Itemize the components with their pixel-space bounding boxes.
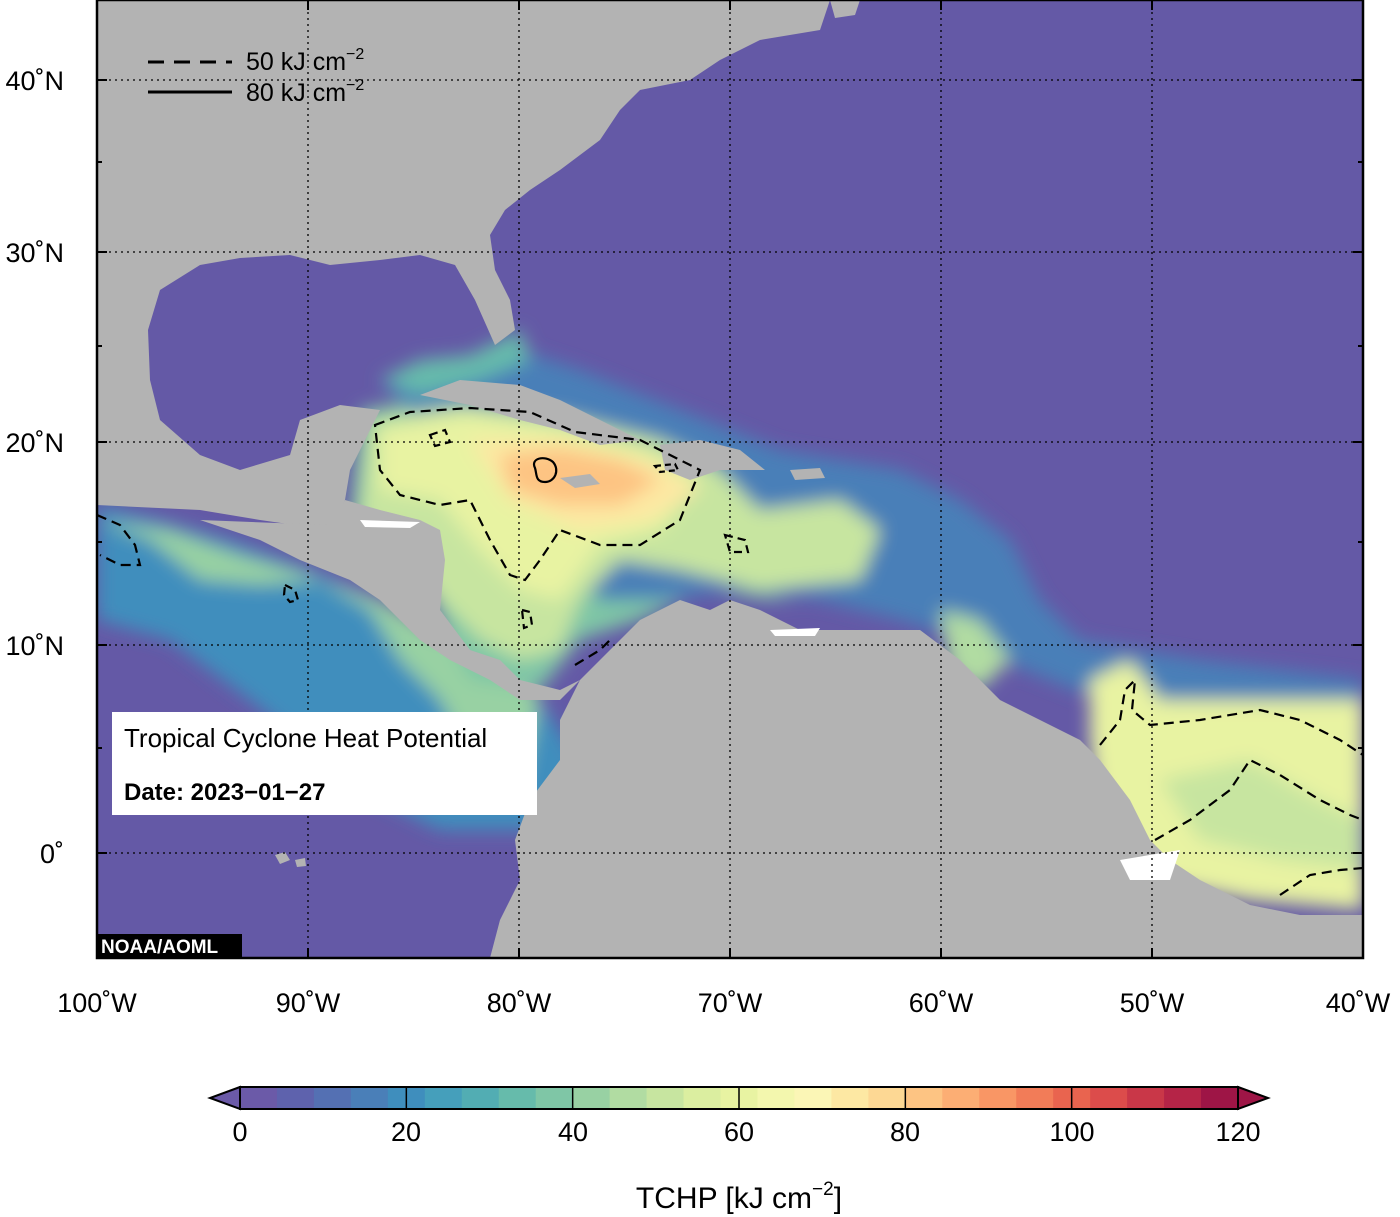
legend-dashed-label: 50 kJ cm−2	[246, 46, 364, 76]
credit-text: NOAA/AOML	[101, 937, 219, 958]
colorbar-swatch	[609, 1087, 648, 1109]
colorbar-swatch	[1201, 1087, 1239, 1109]
colorbar-tick: 20	[391, 1117, 421, 1147]
colorbar-swatch	[683, 1087, 722, 1109]
colorbar-swatch	[313, 1087, 352, 1109]
colorbar-swatch	[1016, 1087, 1054, 1109]
lat-label: 30˚N	[5, 238, 64, 268]
colorbar-tick-labels: 0 20 40 60 80 100 120	[232, 1117, 1260, 1147]
colorbar-swatch	[572, 1087, 611, 1109]
map-area	[97, 0, 1363, 958]
info-box-background	[112, 712, 537, 815]
latitude-labels: 40˚N 30˚N 20˚N 10˚N 0˚	[5, 66, 64, 869]
colorbar-swatch	[646, 1087, 685, 1109]
colorbar-swatches	[239, 1087, 1239, 1109]
credit-badge: NOAA/AOML	[97, 934, 242, 958]
contour-50-islet-1	[282, 583, 300, 604]
colorbar-tick: 60	[724, 1117, 754, 1147]
colorbar-high-arrow	[1237, 1085, 1271, 1111]
colorbar-swatch	[1127, 1087, 1165, 1109]
colorbar-swatch	[757, 1087, 796, 1109]
legend-solid-label: 80 kJ cm−2	[246, 77, 364, 107]
lon-label: 60˚W	[909, 988, 974, 1018]
contour-50-venezuela	[574, 639, 611, 666]
lat-label: 40˚N	[5, 66, 64, 96]
lon-label: 40˚W	[1326, 988, 1391, 1018]
lon-label: 50˚W	[1120, 988, 1185, 1018]
contour-50-islet-4	[428, 428, 452, 448]
info-box: Tropical Cyclone Heat Potential Date: 20…	[112, 712, 537, 815]
contour-80-b	[652, 462, 680, 474]
colorbar-swatch	[979, 1087, 1017, 1109]
lon-label: 100˚W	[57, 988, 137, 1018]
contour-50-islet-2	[520, 608, 534, 630]
colorbar-swatch	[535, 1087, 574, 1109]
colorbar: 0 20 40 60 80 100 120 TCHP [kJ cm−2]	[207, 1085, 1271, 1215]
contour-50-east-2	[1154, 758, 1363, 841]
coastal-water-features	[360, 520, 1180, 880]
lon-label: 80˚W	[487, 988, 552, 1018]
contour-80-a	[532, 457, 558, 484]
colorbar-tick: 120	[1215, 1117, 1260, 1147]
contours	[97, 406, 1363, 896]
lat-label: 0˚	[40, 839, 64, 869]
colorbar-tick: 100	[1049, 1117, 1094, 1147]
colorbar-swatch	[240, 1087, 278, 1109]
lat-label: 20˚N	[5, 428, 64, 458]
colorbar-swatch	[942, 1087, 980, 1109]
contour-50-east	[1099, 677, 1363, 756]
colorbar-swatch	[868, 1087, 906, 1109]
contour-legend: 50 kJ cm−2 80 kJ cm−2	[148, 46, 364, 107]
colorbar-swatch	[350, 1087, 389, 1109]
lon-label: 90˚W	[276, 988, 341, 1018]
colorbar-title: TCHP [kJ cm−2]	[636, 1179, 842, 1215]
colorbar-tick: 80	[890, 1117, 920, 1147]
colorbar-swatch	[461, 1087, 500, 1109]
colorbar-swatch	[794, 1087, 832, 1109]
longitude-labels: 100˚W 90˚W 80˚W 70˚W 60˚W 50˚W 40˚W	[57, 988, 1391, 1018]
credit-background	[97, 934, 242, 958]
lon-label: 70˚W	[698, 988, 763, 1018]
colorbar-swatch	[276, 1087, 315, 1109]
contour-50-islet-3	[723, 533, 750, 554]
colorbar-swatch	[424, 1087, 463, 1109]
contour-50-caribbean	[373, 406, 702, 582]
info-box-date: Date: 2023−01−27	[124, 779, 326, 806]
colorbar-low-arrow	[207, 1085, 241, 1111]
contour-50-east-3	[1279, 866, 1363, 896]
colorbar-tick: 40	[558, 1117, 588, 1147]
contour-50-west	[97, 513, 142, 567]
lat-label: 10˚N	[5, 631, 64, 661]
axis-ticks	[97, 0, 1363, 958]
colorbar-swatch	[905, 1087, 943, 1109]
colorbar-swatch	[1090, 1087, 1128, 1109]
colorbar-swatch	[1164, 1087, 1202, 1109]
info-box-title: Tropical Cyclone Heat Potential	[124, 723, 487, 753]
colorbar-frame	[239, 1086, 1239, 1110]
colorbar-swatch	[831, 1087, 869, 1109]
colorbar-tick: 0	[232, 1117, 247, 1147]
colorbar-swatch	[498, 1087, 537, 1109]
